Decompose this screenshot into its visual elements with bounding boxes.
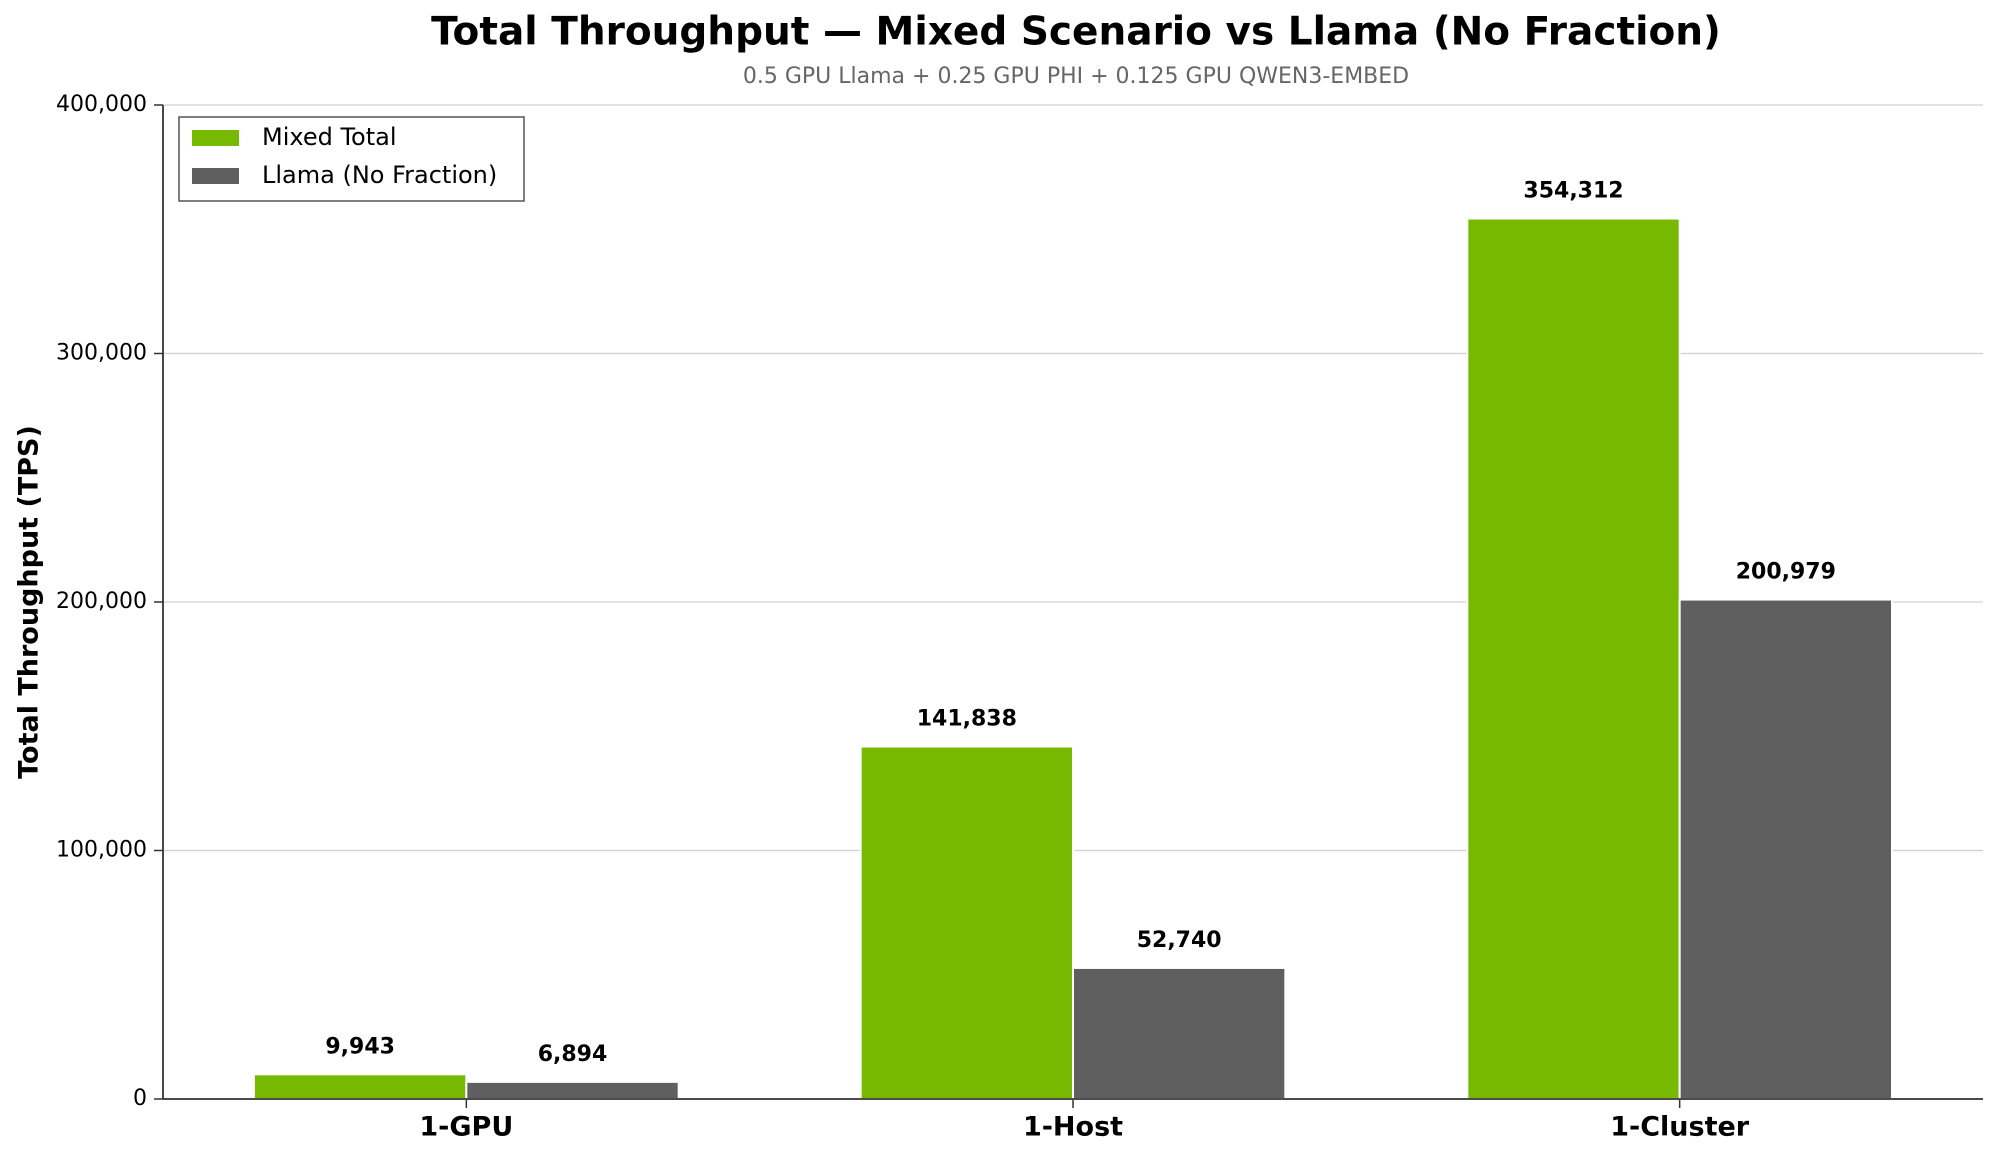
value-label: 9,943 xyxy=(325,1034,395,1059)
bar xyxy=(253,1073,468,1100)
y-axis-label: Total Throughput (TPS) xyxy=(14,425,45,779)
legend-swatch xyxy=(192,130,239,146)
value-label: 141,838 xyxy=(917,707,1017,732)
legend-label: Llama (No Fraction) xyxy=(262,161,497,189)
legend-label: Mixed Total xyxy=(262,123,397,151)
legend-swatch xyxy=(192,168,239,184)
bar xyxy=(1466,217,1681,1101)
x-tick-label: 1-GPU xyxy=(419,1112,513,1143)
bar xyxy=(859,745,1075,1101)
y-tick-label: 200,000 xyxy=(56,589,147,614)
bar xyxy=(1072,966,1287,1100)
bar xyxy=(1678,598,1893,1100)
value-label: 6,894 xyxy=(538,1042,608,1067)
x-tick-label: 1-Cluster xyxy=(1610,1112,1750,1143)
value-label: 52,740 xyxy=(1137,928,1222,953)
y-tick-label: 400,000 xyxy=(56,92,147,117)
y-tick-label: 300,000 xyxy=(56,341,147,366)
chart-title: Total Throughput — Mixed Scenario vs Lla… xyxy=(431,10,1721,55)
chart-subtitle: 0.5 GPU Llama + 0.25 GPU PHI + 0.125 GPU… xyxy=(743,64,1409,89)
value-label: 354,312 xyxy=(1523,179,1623,204)
x-tick-label: 1-Host xyxy=(1023,1112,1123,1143)
value-label: 200,979 xyxy=(1736,560,1836,585)
y-tick-label: 100,000 xyxy=(56,838,147,863)
y-tick-label: 0 xyxy=(133,1086,147,1111)
bar xyxy=(465,1080,680,1100)
